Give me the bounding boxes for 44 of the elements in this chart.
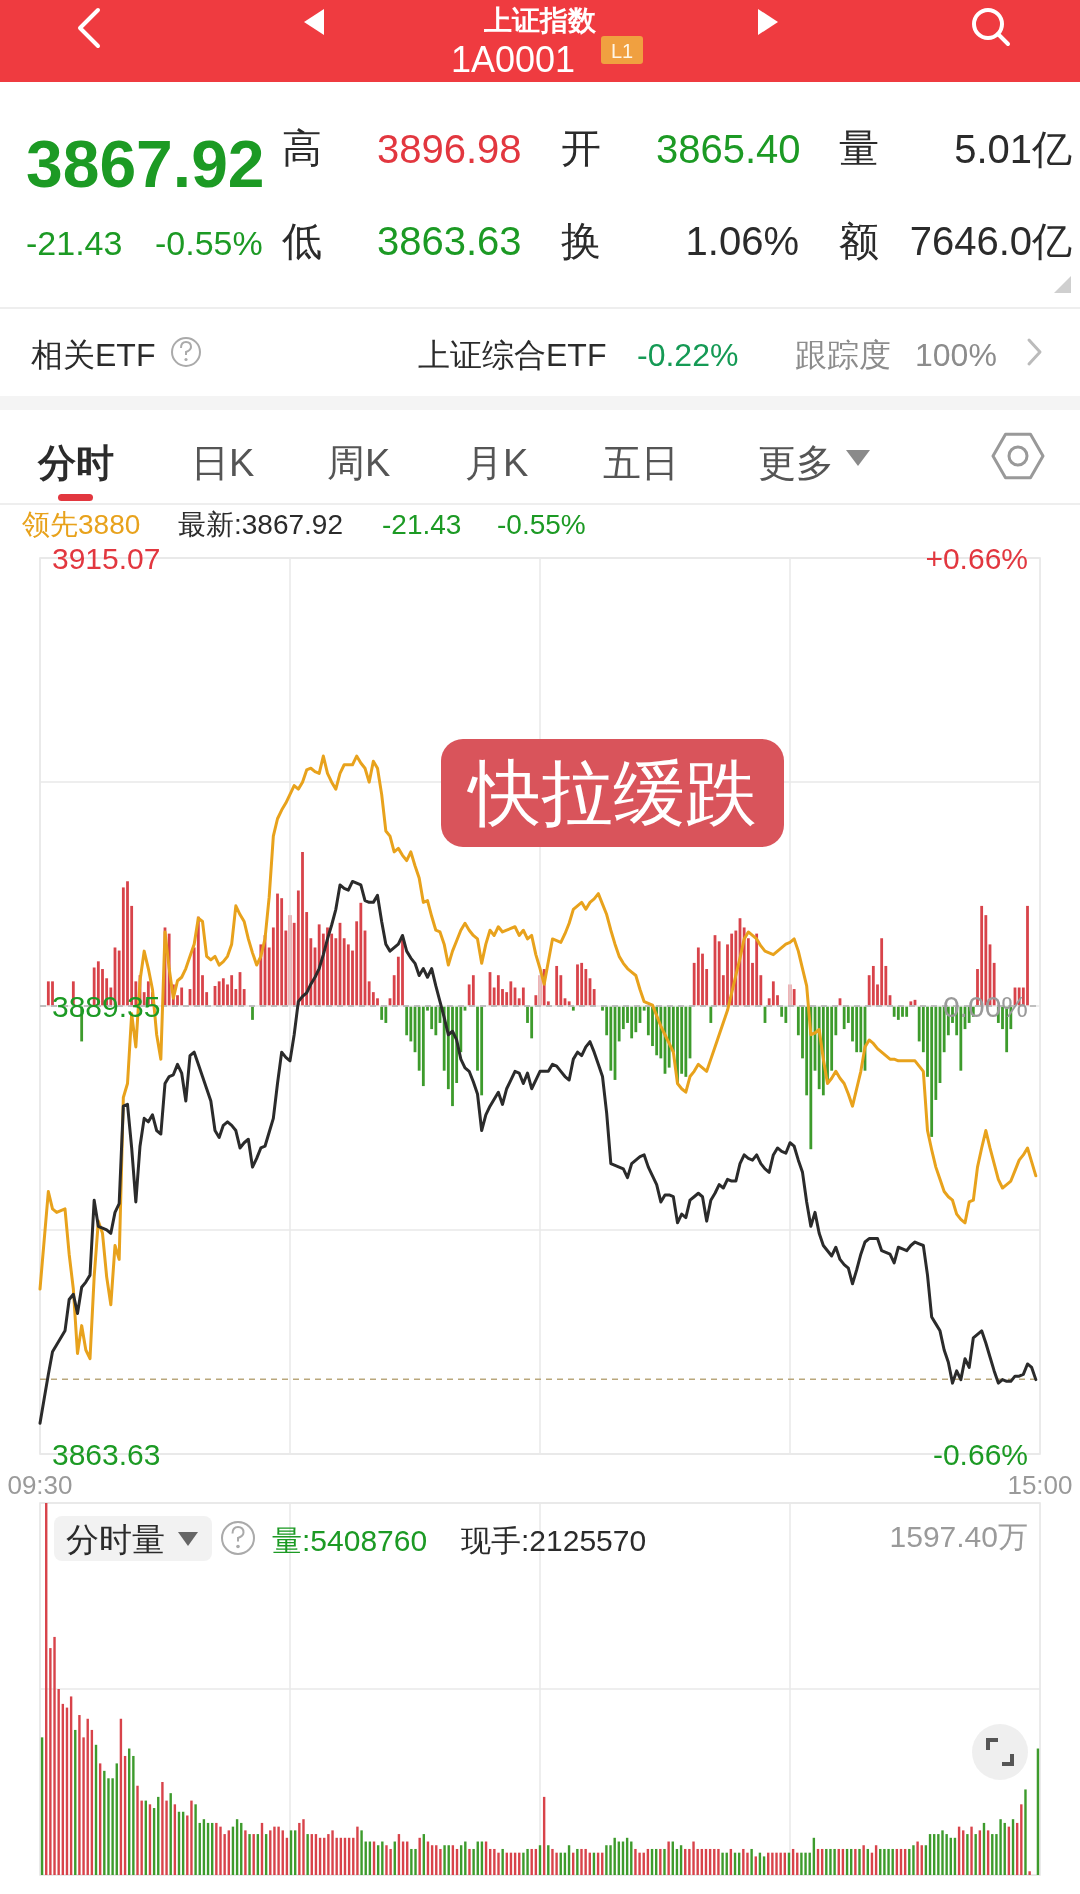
text: 3863.63: [377, 219, 522, 263]
text: -0.22%: [637, 337, 739, 373]
text: 分时: [37, 442, 114, 484]
text: 上证综合ETF: [418, 337, 607, 373]
text: 周K: [327, 442, 391, 484]
annotation: 快拉缓跌: [465, 753, 757, 833]
text: 量: [839, 126, 879, 170]
text: 7646.0亿: [909, 219, 1072, 263]
text: 额: [839, 219, 879, 263]
text: -0.55%: [497, 509, 586, 540]
y-tick-label: 3915.07: [52, 541, 161, 575]
text: 开: [561, 126, 601, 170]
y2-tick-label: +0.66%: [925, 541, 1028, 575]
x-tick-label: 15:00: [1007, 1470, 1073, 1500]
text: 跟踪度: [795, 337, 891, 373]
text: 相关ETF: [31, 337, 156, 373]
text: -0.55%: [155, 224, 263, 262]
text: 1A0001: [450, 39, 576, 80]
x-tick-label: 09:30: [7, 1470, 73, 1500]
text: 领先3880: [22, 509, 141, 540]
annotation: 现手:2125570: [461, 1524, 647, 1557]
text: -21.43: [26, 224, 123, 262]
text: 100%: [915, 337, 997, 373]
text: 换: [561, 219, 601, 263]
y2-tick-label: -0.66%: [932, 1437, 1028, 1471]
text: 低: [282, 219, 322, 263]
text: 3865.40: [656, 127, 801, 171]
annotation: 1597.40万: [889, 1520, 1028, 1553]
text: -21.43: [382, 509, 462, 540]
text: 分时量: [66, 1521, 165, 1558]
annotation: 量:5408760: [272, 1524, 428, 1557]
text: L1: [610, 40, 634, 62]
text: 1.06%: [685, 219, 799, 263]
text: 五日: [603, 442, 679, 484]
y-tick-label: 3863.63: [52, 1437, 161, 1471]
text: 上证指数: [483, 5, 597, 36]
text: 更多: [758, 442, 834, 484]
text: 3896.98: [377, 127, 522, 171]
text: 5.01亿: [954, 127, 1072, 171]
text: 3867.92: [26, 127, 265, 201]
text: 月K: [465, 442, 529, 484]
text: 日K: [191, 442, 255, 484]
text: 最新:3867.92: [178, 509, 343, 540]
text: 高: [282, 126, 322, 170]
